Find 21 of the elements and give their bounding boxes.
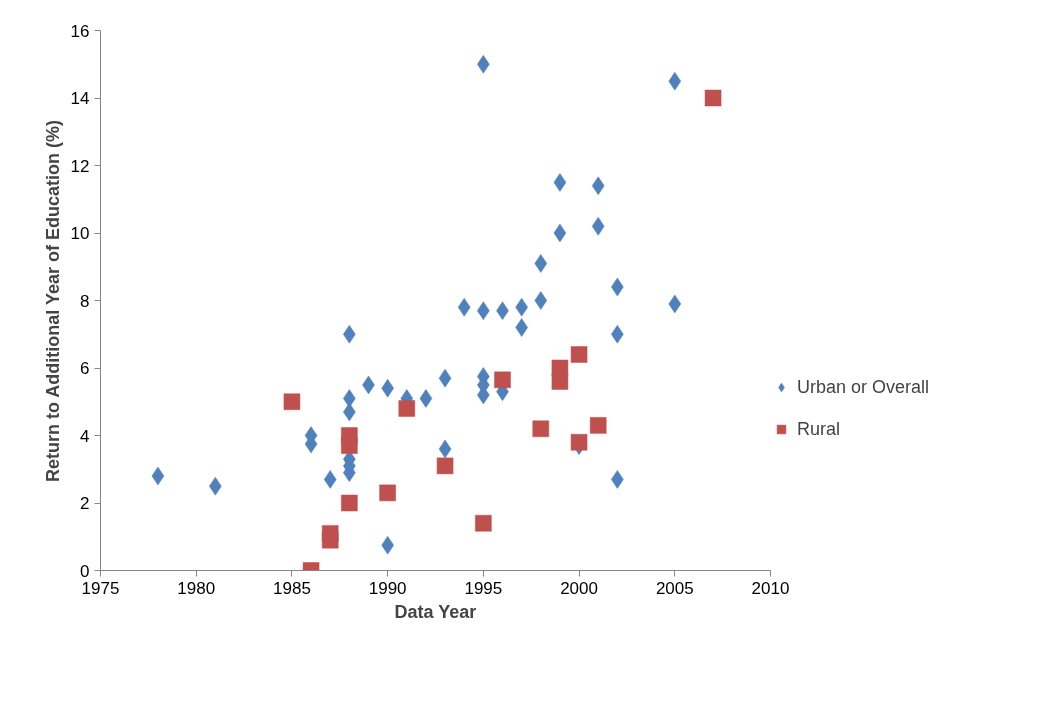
x-tick-label: 1980 bbox=[177, 578, 216, 598]
y-tick-label: 12 bbox=[70, 156, 90, 176]
y-tick-label: 16 bbox=[70, 21, 90, 41]
y-tick-label: 8 bbox=[80, 291, 90, 311]
x-tick-label: 1985 bbox=[273, 578, 311, 598]
x-tick-label: 2010 bbox=[751, 578, 790, 598]
y-tick-label: 14 bbox=[70, 89, 90, 108]
x-tick-label: 2000 bbox=[560, 578, 598, 598]
y-tick-label: 10 bbox=[70, 224, 90, 243]
legend-label: Urban or Overall bbox=[797, 376, 930, 398]
x-tick-label: 1975 bbox=[81, 578, 120, 598]
legend-label: Rural bbox=[797, 418, 841, 440]
y-tick-label: 0 bbox=[80, 561, 90, 581]
x-tick-label: 2005 bbox=[655, 578, 694, 598]
x-tick-label: 1995 bbox=[464, 578, 503, 598]
y-tick-label: 6 bbox=[80, 359, 90, 378]
y-tick-label: 2 bbox=[80, 494, 90, 513]
y-axis-title: Return to Additional Year of Education (%) bbox=[42, 119, 63, 482]
y-tick-label: 4 bbox=[80, 426, 90, 446]
x-axis-title: Data Year bbox=[394, 601, 477, 622]
x-tick-label: 1990 bbox=[368, 578, 407, 598]
